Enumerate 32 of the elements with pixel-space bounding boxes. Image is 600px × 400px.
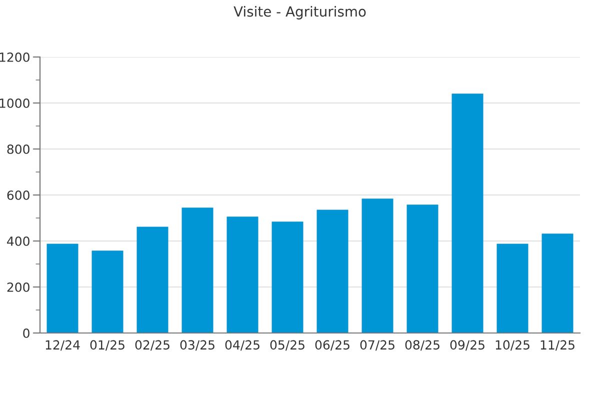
x-tick-label: 11/25: [540, 340, 574, 351]
chart-title: Visite - Agriturismo: [234, 6, 366, 20]
bar: [272, 222, 304, 333]
bar: [542, 234, 574, 333]
bar: [316, 210, 348, 333]
x-tick-label: 01/25: [90, 340, 124, 351]
x-tick-label: 09/25: [450, 340, 484, 351]
x-tick-label: 03/25: [180, 340, 214, 351]
x-tick-label: 07/25: [360, 340, 394, 351]
y-tick-label: 400: [7, 236, 30, 246]
y-tick-label: 1000: [0, 98, 30, 108]
y-tick-label: 0: [23, 328, 30, 338]
bar: [452, 94, 484, 333]
x-tick-label: 06/25: [315, 340, 350, 351]
y-tick-label: 800: [7, 144, 30, 154]
bar: [226, 216, 258, 333]
bar: [496, 244, 528, 333]
bar: [182, 208, 214, 333]
x-tick-label: 08/25: [405, 340, 440, 351]
bar: [362, 198, 394, 333]
x-tick-label: 04/25: [225, 340, 260, 351]
y-tick-label: 1200: [0, 52, 30, 62]
x-tick-label: 05/25: [270, 340, 304, 351]
bar: [92, 250, 124, 333]
y-tick-label: 600: [7, 190, 30, 200]
y-tick-label: 200: [7, 282, 30, 292]
bar: [46, 244, 78, 333]
bar: [406, 204, 438, 333]
x-tick-label: 12/24: [46, 340, 80, 351]
bar: [136, 226, 168, 333]
x-tick-label: 02/25: [135, 340, 170, 351]
x-tick-label: 10/25: [496, 340, 530, 351]
